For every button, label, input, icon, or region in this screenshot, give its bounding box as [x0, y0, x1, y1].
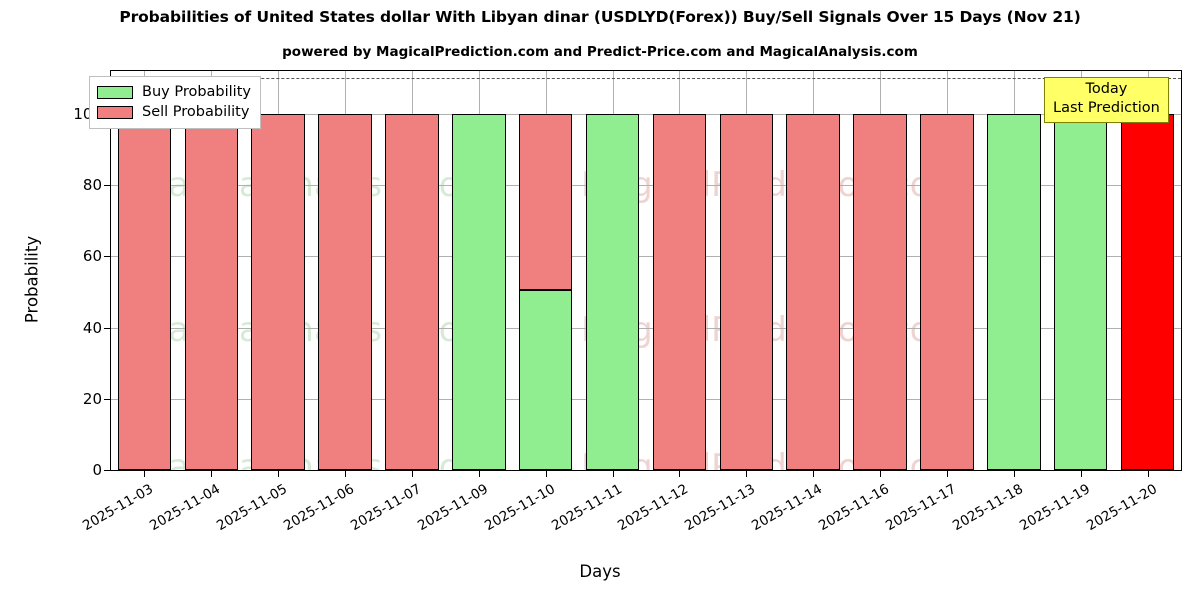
- legend-label-sell: Sell Probability: [142, 104, 250, 120]
- x-axis-tick-mark: [746, 471, 747, 477]
- chart-legend: Buy Probability Sell Probability: [89, 76, 261, 129]
- bar-segment-sell[interactable]: [853, 113, 907, 470]
- x-axis-tick-label: 2025-11-16: [816, 481, 893, 535]
- gridline-horizontal: [111, 113, 1181, 115]
- legend-swatch-buy: [97, 85, 133, 99]
- today-annotation: Today Last Prediction: [1044, 77, 1169, 123]
- x-axis-tick-label: 2025-11-18: [949, 481, 1026, 535]
- bar-group[interactable]: [184, 71, 239, 470]
- y-axis-tick-label: 60: [82, 247, 102, 266]
- bar-group[interactable]: [251, 71, 305, 470]
- x-axis-tick-label: 2025-11-04: [147, 481, 224, 535]
- bar-group[interactable]: [1120, 71, 1175, 470]
- x-axis-tick-mark: [679, 471, 680, 477]
- plot-area: MagicalAnalysis.comMagicalPrediction.com…: [110, 70, 1182, 471]
- gridline-horizontal: [111, 185, 1181, 186]
- bar-segment-sell[interactable]: [117, 113, 172, 470]
- today-annotation-line2: Last Prediction: [1053, 100, 1160, 116]
- gridline-horizontal: [111, 327, 1181, 329]
- x-axis-tick-mark: [813, 471, 814, 477]
- bar-segment-buy[interactable]: [1053, 113, 1108, 470]
- bar-segment-sell[interactable]: [518, 113, 573, 291]
- x-axis-tick-mark: [211, 471, 212, 477]
- bar-segment-sell[interactable]: [786, 113, 840, 470]
- bar-segment-buy[interactable]: [452, 113, 506, 470]
- plot-inner: MagicalAnalysis.comMagicalPrediction.com…: [111, 71, 1181, 470]
- bar-segment-buy[interactable]: [518, 290, 573, 470]
- y-axis-tick-label: 20: [82, 389, 102, 408]
- x-axis-tick-label: 2025-11-17: [882, 481, 959, 535]
- x-axis-tick-mark: [412, 471, 413, 477]
- x-axis-tick-label: 2025-11-03: [80, 481, 157, 535]
- y-axis-tick-mark: [104, 185, 110, 186]
- x-axis-tick-mark: [278, 471, 279, 477]
- reference-line: [111, 78, 1181, 80]
- legend-item-buy[interactable]: Buy Probability: [97, 82, 251, 102]
- bar-group[interactable]: [920, 71, 974, 470]
- bar-today[interactable]: [1120, 113, 1175, 470]
- x-axis-tick-label: 2025-11-20: [1083, 481, 1160, 535]
- x-axis-tick-label: 2025-11-12: [615, 481, 692, 535]
- gridline-horizontal: [111, 398, 1181, 400]
- bar-group[interactable]: [452, 71, 506, 470]
- bar-group[interactable]: [987, 71, 1041, 470]
- bar-segment-buy[interactable]: [987, 113, 1041, 470]
- x-axis-tick-label: 2025-11-14: [749, 481, 826, 535]
- x-axis-tick-label: 2025-11-19: [1016, 481, 1093, 535]
- bar-segment-sell[interactable]: [652, 113, 707, 470]
- x-axis-tick-label: 2025-11-06: [281, 481, 358, 535]
- y-axis-label: Probability: [22, 235, 42, 324]
- x-axis-label: Days: [579, 562, 621, 581]
- bar-group[interactable]: [518, 71, 573, 470]
- bar-group[interactable]: [786, 71, 840, 470]
- bar-group[interactable]: [385, 71, 439, 470]
- x-axis-tick-label: 2025-11-10: [481, 481, 558, 535]
- x-axis-tick-label: 2025-11-13: [682, 481, 759, 535]
- y-axis-tick-mark: [104, 470, 110, 471]
- x-axis-tick-label: 2025-11-07: [347, 481, 424, 535]
- x-axis-tick-mark: [345, 471, 346, 477]
- y-axis-tick-label: 0: [92, 461, 102, 479]
- x-axis-tick-label: 2025-11-05: [214, 481, 291, 535]
- bar-group[interactable]: [853, 71, 907, 470]
- x-axis-tick-mark: [947, 471, 948, 477]
- x-axis-tick-mark: [613, 471, 614, 477]
- bar-group[interactable]: [1053, 71, 1108, 470]
- y-axis-tick-mark: [104, 327, 110, 329]
- legend-swatch-sell: [97, 105, 133, 119]
- x-axis-tick-mark: [479, 471, 480, 477]
- chart-subtitle: powered by MagicalPrediction.com and Pre…: [282, 44, 918, 60]
- y-axis-tick-mark: [104, 398, 110, 400]
- bar-segment-sell[interactable]: [719, 113, 774, 470]
- x-axis-tick-mark: [880, 471, 881, 477]
- x-axis-tick-mark: [1014, 471, 1015, 477]
- bar-segment-sell[interactable]: [385, 113, 439, 470]
- bar-segment-sell[interactable]: [920, 113, 974, 470]
- bar-segment-sell[interactable]: [318, 113, 372, 470]
- bar-segment-sell[interactable]: [184, 113, 239, 470]
- legend-label-buy: Buy Probability: [142, 84, 251, 100]
- bar-group[interactable]: [585, 71, 640, 470]
- x-axis-tick-mark: [1148, 471, 1149, 477]
- x-axis-tick-mark: [1081, 471, 1082, 477]
- bar-group[interactable]: [117, 71, 172, 470]
- bar-group[interactable]: [719, 71, 774, 470]
- y-axis-tick-label: 40: [82, 318, 102, 337]
- gridline-horizontal: [111, 256, 1181, 258]
- page-title: Probabilities of United States dollar Wi…: [119, 8, 1081, 26]
- bar-group[interactable]: [652, 71, 707, 470]
- bar-group[interactable]: [318, 71, 372, 470]
- y-axis-tick-label: 80: [82, 176, 102, 194]
- x-axis-tick-label: 2025-11-09: [414, 481, 491, 535]
- y-axis-tick-mark: [104, 256, 110, 258]
- today-annotation-line1: Today: [1085, 81, 1128, 97]
- x-axis-tick-mark: [546, 471, 547, 477]
- legend-item-sell[interactable]: Sell Probability: [97, 102, 251, 122]
- x-axis-tick-mark: [144, 471, 145, 477]
- bar-segment-buy[interactable]: [585, 113, 640, 470]
- bar-segment-sell[interactable]: [251, 113, 305, 470]
